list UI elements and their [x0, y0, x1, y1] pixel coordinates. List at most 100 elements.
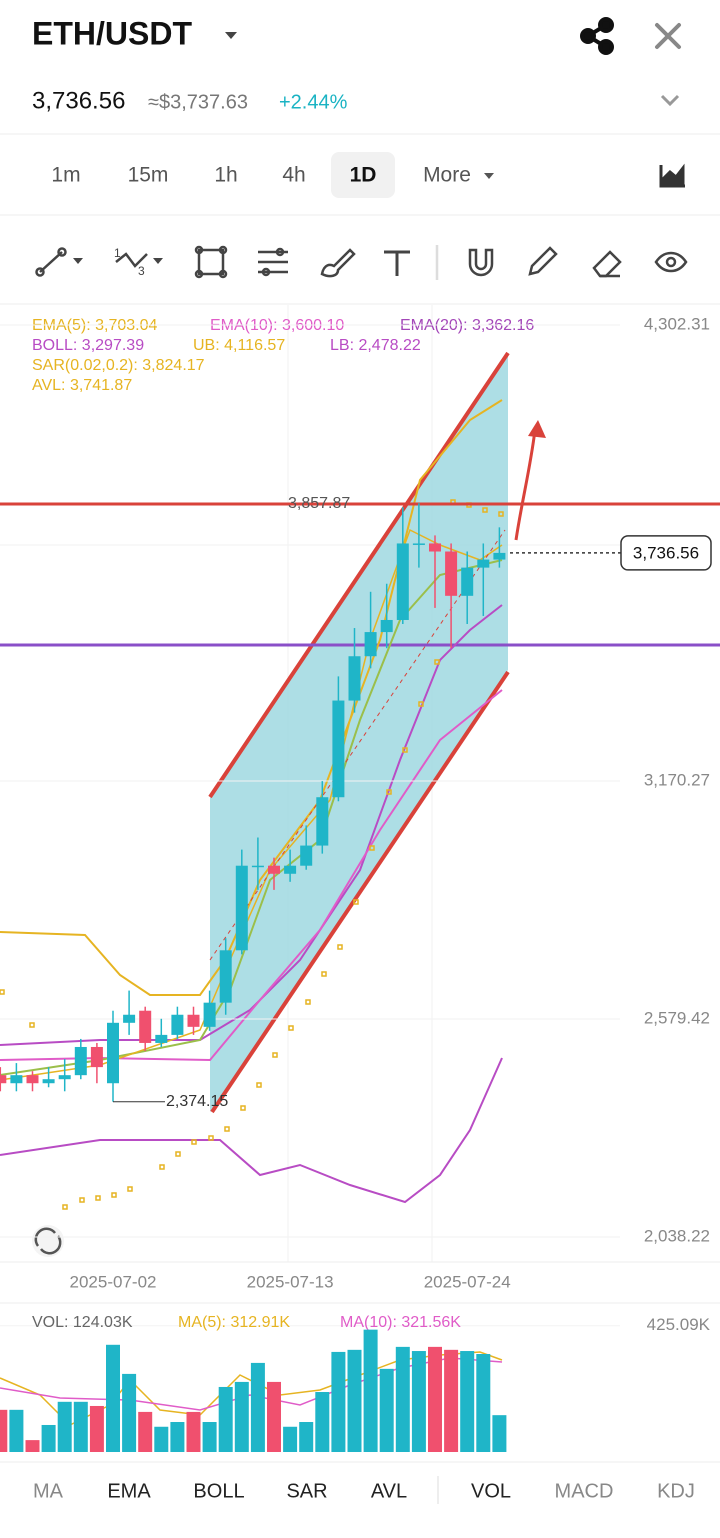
- indicator-tab[interactable]: SAR: [286, 1480, 327, 1502]
- channel-line: [210, 670, 510, 1114]
- indicator-tab[interactable]: KDJ: [657, 1480, 695, 1502]
- indicator-value: SAR(0.02,0.2): 3,824.17: [32, 357, 205, 374]
- fib-tool[interactable]: [258, 247, 288, 277]
- volume-bar: [170, 1422, 185, 1452]
- pair-title[interactable]: ETH/USDT: [32, 15, 192, 51]
- volume-bar: [331, 1351, 346, 1452]
- candle-body: [316, 797, 329, 846]
- timeframe-tab[interactable]: More: [423, 164, 471, 187]
- indicator-value: EMA(10): 3,600.10: [210, 317, 344, 334]
- volume-legend: MA(5): 312.91K: [178, 1314, 290, 1331]
- volume-bar: [138, 1411, 153, 1452]
- candle-body: [348, 656, 361, 701]
- volume-bar: [9, 1409, 24, 1452]
- x-tick-label: 2025-07-02: [70, 1272, 157, 1291]
- candle-body: [123, 1014, 136, 1023]
- volume-bar: [218, 1386, 233, 1452]
- volume-bar: [106, 1344, 120, 1452]
- candle-body: [139, 1010, 152, 1043]
- magnet-tool[interactable]: [468, 248, 494, 277]
- volume-bar: [186, 1411, 201, 1452]
- volume-bar: [395, 1346, 410, 1452]
- indicator-tab[interactable]: AVL: [371, 1480, 407, 1502]
- indicator-value: UB: 4,116.57: [193, 337, 285, 354]
- chart-type-icon[interactable]: [659, 163, 685, 188]
- y-tick-label: 2,038.22: [644, 1227, 710, 1246]
- pencil-tool[interactable]: [528, 246, 558, 276]
- timeframe-tab[interactable]: 1D: [350, 164, 377, 187]
- tool-icon-glyph: 3: [138, 264, 145, 278]
- candle-body: [332, 700, 345, 798]
- candle-body: [203, 1002, 216, 1027]
- candle-body: [219, 950, 232, 1003]
- text-tool[interactable]: [384, 250, 410, 276]
- timeframe-tab[interactable]: 1h: [214, 164, 237, 187]
- indicator-tab[interactable]: MACD: [555, 1480, 614, 1502]
- volume-bar: [122, 1373, 137, 1452]
- indicator-tab[interactable]: VOL: [471, 1480, 511, 1502]
- reset-icon[interactable]: [32, 1225, 64, 1257]
- brush-tool[interactable]: [320, 248, 356, 278]
- indicator-tab[interactable]: MA: [33, 1480, 64, 1502]
- volume-bar: [73, 1401, 88, 1452]
- timeframe-tab[interactable]: 4h: [282, 164, 305, 187]
- candle-body: [268, 865, 280, 874]
- expand-icon[interactable]: [660, 94, 680, 107]
- timeframe-tab[interactable]: 15m: [128, 164, 169, 187]
- candle-body: [0, 1075, 7, 1084]
- low-marker-label: 2,374.15: [166, 1093, 228, 1110]
- y-tick-label: 3,170.27: [644, 770, 710, 789]
- indicator-value: AVL: 3,741.87: [32, 377, 132, 394]
- volume-bar: [234, 1381, 249, 1452]
- volume-bar: [460, 1351, 475, 1452]
- share-icon[interactable]: [580, 17, 614, 55]
- volume-legend: MA(10): 321.56K: [340, 1314, 461, 1331]
- channel-line: [208, 351, 510, 799]
- trend-line: [209, 529, 506, 961]
- arrow: [514, 429, 537, 541]
- candle-body: [284, 865, 297, 874]
- candle-body: [90, 1046, 103, 1068]
- volume-bar: [250, 1362, 265, 1452]
- candle-body: [26, 1075, 39, 1084]
- x-tick-label: 2025-07-24: [424, 1272, 511, 1291]
- indicator-value: LB: 2,478.22: [330, 337, 421, 354]
- volume-bar: [492, 1415, 507, 1452]
- shape-tool[interactable]: [194, 245, 228, 279]
- visibility-tool[interactable]: [654, 251, 688, 273]
- pair-dropdown[interactable]: [225, 32, 237, 39]
- volume-bar: [283, 1426, 298, 1452]
- candle-body: [412, 543, 425, 545]
- candle-body: [58, 1075, 71, 1080]
- volume-bar: [363, 1329, 378, 1452]
- candle-body: [429, 543, 441, 552]
- volume-bar: [202, 1422, 217, 1452]
- channel-area: [210, 353, 508, 1112]
- volume-bar: [476, 1354, 491, 1452]
- candle-body: [396, 543, 409, 620]
- indicator-tab[interactable]: EMA: [107, 1480, 151, 1502]
- active-tab-bg: [331, 152, 395, 198]
- candle-body: [187, 1014, 200, 1027]
- volume-bar: [89, 1405, 104, 1452]
- y-tick-label: 2,579.42: [644, 1008, 710, 1027]
- usd-price: ≈$3,737.63: [148, 91, 248, 113]
- indicator-tab[interactable]: BOLL: [193, 1480, 244, 1502]
- timeframe-tab[interactable]: 1m: [51, 164, 80, 187]
- candle-body: [42, 1079, 55, 1084]
- wave-tool[interactable]: [115, 252, 163, 268]
- indicator-value: EMA(5): 3,703.04: [32, 317, 158, 334]
- candle-body: [364, 632, 377, 657]
- sar-dots: [0, 499, 504, 1210]
- candle-body: [300, 845, 313, 866]
- volume-bar: [299, 1422, 314, 1452]
- close-icon[interactable]: [655, 23, 681, 49]
- candle-body: [74, 1046, 87, 1076]
- last-price: 3,736.56: [32, 87, 125, 114]
- eraser-tool[interactable]: [592, 250, 622, 278]
- line-tool[interactable]: [35, 247, 84, 277]
- candle-body: [493, 552, 506, 560]
- volume-bar: [444, 1349, 459, 1452]
- candle-body: [477, 559, 490, 568]
